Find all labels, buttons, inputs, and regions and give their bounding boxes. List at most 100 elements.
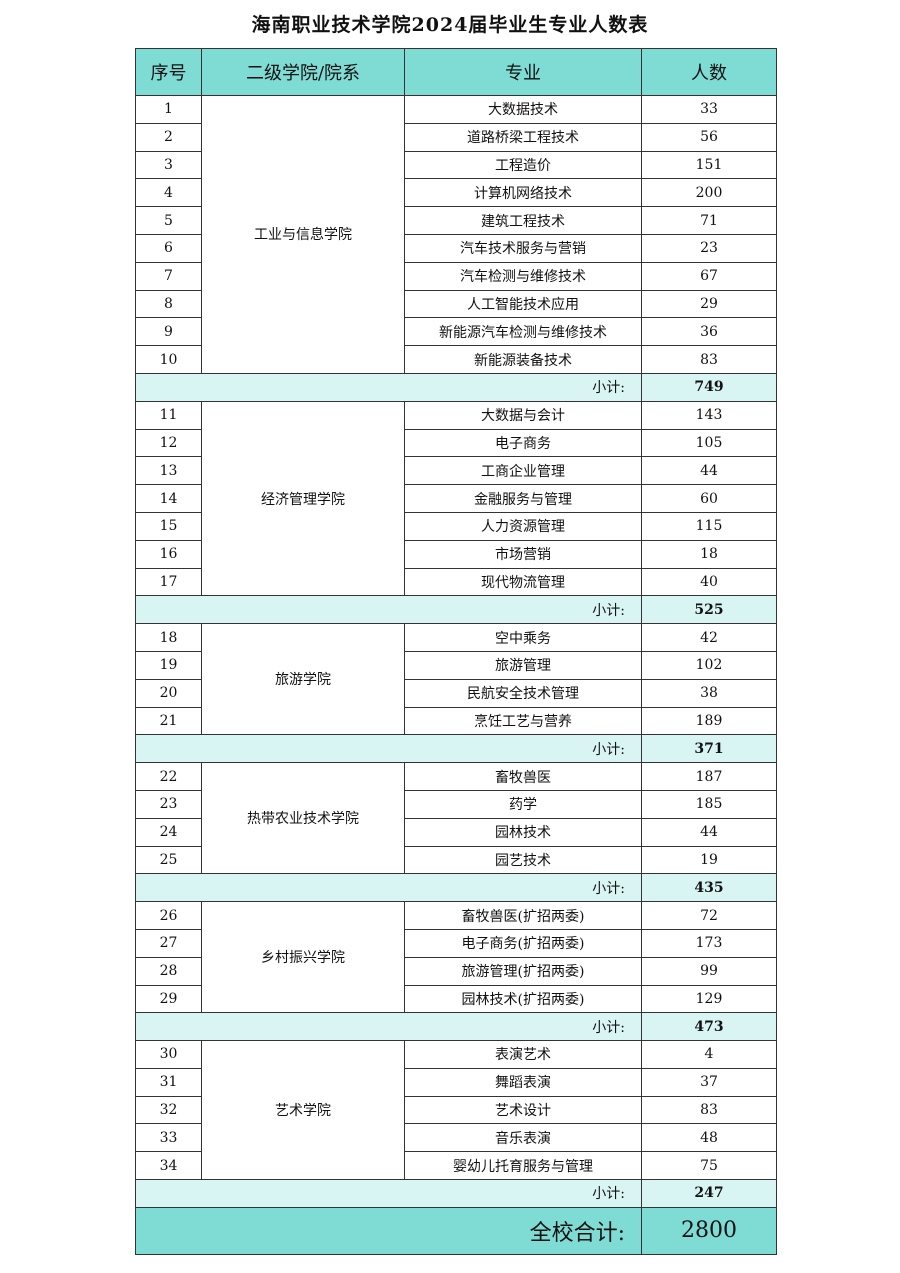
subtotal-value: 749 (641, 372, 777, 402)
subtotal-row: 小计: 247 (135, 1179, 777, 1208)
student-count: 71 (641, 206, 777, 235)
college-name: 经济管理学院 (201, 400, 405, 597)
subtotal-row: 小计: 435 (135, 873, 777, 903)
major-name: 新能源汽车检测与维修技术 (404, 317, 642, 347)
table-row: 12 电子商务 105 (135, 428, 777, 458)
row-number: 28 (135, 956, 202, 986)
subtotal-row: 小计: 473 (135, 1012, 777, 1042)
major-name: 旅游管理 (404, 650, 642, 680)
student-count: 187 (641, 762, 777, 791)
page-title: 海南职业技术学院2024届毕业生专业人数表 (251, 14, 649, 36)
student-count: 37 (641, 1067, 777, 1097)
subtotal-row: 小计: 525 (135, 595, 777, 625)
student-count: 143 (641, 400, 777, 430)
major-name: 大数据与会计 (404, 400, 642, 430)
student-count: 83 (641, 345, 777, 374)
table-row: 24 园林技术 44 (135, 817, 777, 847)
major-name: 舞蹈表演 (404, 1067, 642, 1097)
student-count: 105 (641, 428, 777, 458)
row-number: 1 (135, 95, 202, 124)
row-number: 7 (135, 261, 202, 291)
table-row: 33 音乐表演 48 (135, 1123, 777, 1153)
subtotal-value: 247 (641, 1179, 777, 1208)
row-number: 31 (135, 1067, 202, 1097)
major-name: 畜牧兽医 (404, 762, 642, 791)
table-row: 34 婴幼儿托育服务与管理 75 (135, 1151, 777, 1181)
major-name: 人力资源管理 (404, 511, 642, 541)
college-name: 工业与信息学院 (201, 95, 405, 374)
student-count: 185 (641, 789, 777, 819)
major-name: 畜牧兽医(扩招两委) (404, 901, 642, 930)
row-number: 17 (135, 567, 202, 597)
student-count: 83 (641, 1095, 777, 1125)
student-count: 99 (641, 956, 777, 986)
row-number: 19 (135, 650, 202, 680)
total-row: 全校合计: 2800 (135, 1206, 777, 1255)
major-name: 新能源装备技术 (404, 345, 642, 374)
student-count: 75 (641, 1151, 777, 1181)
student-count: 23 (641, 233, 777, 263)
table-row: 21 烹饪工艺与营养 189 (135, 706, 777, 736)
major-name: 民航安全技术管理 (404, 678, 642, 708)
student-count: 151 (641, 150, 777, 180)
total-value: 2800 (641, 1206, 777, 1255)
college-name: 热带农业技术学院 (201, 762, 405, 875)
student-count: 60 (641, 484, 777, 513)
major-name: 旅游管理(扩招两委) (404, 956, 642, 986)
table-row: 26 乡村振兴学院 畜牧兽医(扩招两委) 72 (135, 901, 777, 1014)
college-name: 旅游学院 (201, 623, 405, 736)
major-name: 人工智能技术应用 (404, 289, 642, 319)
row-number: 6 (135, 233, 202, 263)
college-name: 艺术学院 (201, 1040, 405, 1181)
row-number: 21 (135, 706, 202, 736)
row-number: 33 (135, 1123, 202, 1153)
major-name: 园林技术(扩招两委) (404, 984, 642, 1014)
row-number: 10 (135, 345, 202, 374)
student-count: 44 (641, 817, 777, 847)
student-count: 102 (641, 650, 777, 680)
table-row: 19 旅游管理 102 (135, 650, 777, 680)
header-row: 序号 二级学院/院系 专业 人数 (135, 48, 777, 96)
row-number: 8 (135, 289, 202, 319)
student-count: 40 (641, 567, 777, 597)
major-name: 汽车技术服务与营销 (404, 233, 642, 263)
student-count: 36 (641, 317, 777, 347)
major-name: 大数据技术 (404, 95, 642, 124)
header-no: 序号 (135, 48, 202, 96)
row-number: 4 (135, 178, 202, 208)
subtotal-row: 小计: 371 (135, 734, 777, 764)
major-name: 市场营销 (404, 539, 642, 569)
table-row: 30 艺术学院 表演艺术 4 (135, 1040, 777, 1181)
student-count: 173 (641, 928, 777, 958)
table-row: 23 药学 185 (135, 789, 777, 819)
student-count: 189 (641, 706, 777, 736)
subtotal-value: 435 (641, 873, 777, 903)
subtotal-value: 473 (641, 1012, 777, 1042)
major-name: 表演艺术 (404, 1040, 642, 1069)
student-count: 38 (641, 678, 777, 708)
row-number: 34 (135, 1151, 202, 1181)
major-name: 艺术设计 (404, 1095, 642, 1125)
table-row: 8 人工智能技术应用 29 (135, 289, 777, 319)
subtotal-label: 小计: (135, 1012, 642, 1042)
major-name: 电子商务(扩招两委) (404, 928, 642, 958)
row-number: 22 (135, 762, 202, 791)
graduates-table: 序号 二级学院/院系 专业 人数 1 工业与信息学院 大数据技术 33 2 道路桥梁工程技… (135, 48, 777, 1255)
subtotal-value: 525 (641, 595, 777, 625)
major-name: 药学 (404, 789, 642, 819)
row-number: 11 (135, 400, 202, 430)
table-row: 3 工程造价 151 (135, 150, 777, 180)
major-name: 婴幼儿托育服务与管理 (404, 1151, 642, 1181)
student-count: 200 (641, 178, 777, 208)
row-number: 13 (135, 456, 202, 486)
row-number: 24 (135, 817, 202, 847)
header-major: 专业 (404, 48, 642, 96)
college-name: 乡村振兴学院 (201, 901, 405, 1014)
table-row: 5 建筑工程技术 71 (135, 206, 777, 235)
table-row: 14 金融服务与管理 60 (135, 484, 777, 513)
row-number: 29 (135, 984, 202, 1014)
major-name: 汽车检测与维修技术 (404, 261, 642, 291)
table-row: 11 经济管理学院 大数据与会计 143 (135, 400, 777, 597)
major-name: 电子商务 (404, 428, 642, 458)
major-name: 金融服务与管理 (404, 484, 642, 513)
